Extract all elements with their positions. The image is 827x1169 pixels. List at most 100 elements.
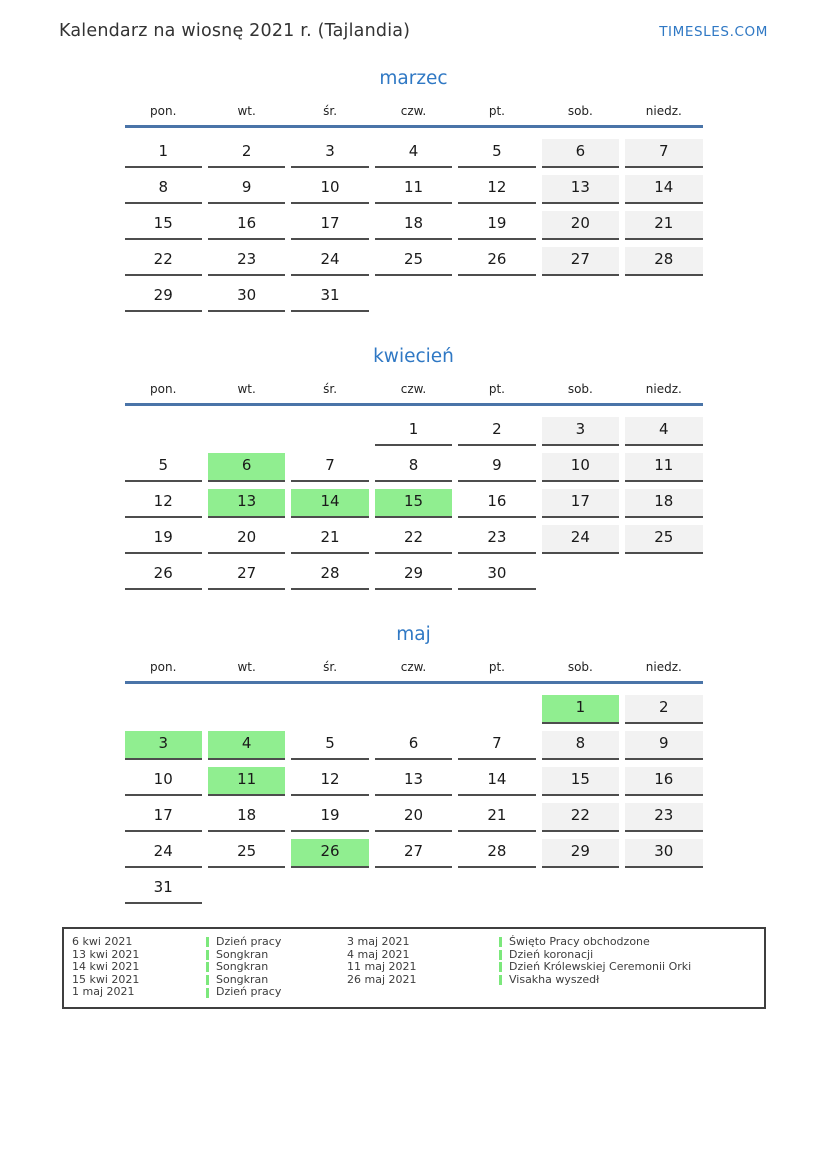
day-cell: 24 <box>541 525 620 554</box>
day-cell: 10 <box>291 175 369 204</box>
legend-date: 4 maj 2021 <box>347 947 410 961</box>
day-cell: 6 <box>374 731 453 760</box>
month-title: maj <box>396 624 431 645</box>
day-cell: 29 <box>374 561 453 590</box>
day-cell: 12 <box>124 489 202 518</box>
day-cell: 2 <box>458 417 536 446</box>
day-cell: 3 <box>291 139 369 168</box>
day-cell: 26 <box>291 839 369 868</box>
legend-label-text: Święto Pracy obchodzone <box>509 935 650 948</box>
day-cell: 28 <box>625 247 703 276</box>
day-cell: 3 <box>124 731 202 760</box>
weekday-header: pt. <box>488 382 505 396</box>
legend-color-bar <box>206 949 209 960</box>
legend-box: 6 kwi 2021 Dzień pracy 13 kwi 2021 Songkran… <box>62 927 766 1009</box>
month-title: kwiecień <box>373 346 454 367</box>
day-cell: 8 <box>124 175 202 204</box>
day-cell: 30 <box>458 561 536 590</box>
legend-label-text: Songkran <box>216 972 269 986</box>
day-cell: 7 <box>625 139 703 168</box>
day-cell: 12 <box>291 767 369 796</box>
day-cell: 19 <box>124 525 202 554</box>
day-cell: 7 <box>458 731 536 760</box>
empty-cell <box>291 695 368 724</box>
legend-color-bar <box>206 937 209 948</box>
site-link[interactable]: TIMESLES.COM <box>659 24 768 40</box>
day-cell: 27 <box>541 247 620 276</box>
day-cell: 9 <box>625 731 703 760</box>
day-cell: 17 <box>541 489 620 518</box>
legend-label: Visakha wyszedł <box>499 973 691 987</box>
day-cell: 28 <box>291 561 369 590</box>
day-cell: 9 <box>207 175 286 204</box>
day-cell: 1 <box>124 139 202 168</box>
weekday-header: pon. <box>150 660 177 674</box>
legend-label: Songkran <box>206 947 347 962</box>
day-cell: 10 <box>124 767 202 796</box>
day-cell: 11 <box>625 453 703 482</box>
weekday-header: czw. <box>400 660 427 674</box>
header-rule <box>124 125 703 128</box>
day-cell: 20 <box>541 211 620 240</box>
day-cell: 16 <box>625 767 703 796</box>
month-section-maj: maj pon. wt. śr. czw. pt. sob. niedz. 1 2 3 4 5 6 7 8 9 1… <box>0 624 827 911</box>
legend-label: Dzień Królewskiej Ceremonii Orki <box>499 961 691 974</box>
weekday-header: niedz. <box>645 660 682 674</box>
day-cell: 23 <box>207 247 286 276</box>
day-cell: 31 <box>291 283 369 312</box>
legend-label-text: Songkran <box>216 947 269 961</box>
day-cell: 21 <box>625 211 703 240</box>
day-cell: 13 <box>207 489 286 518</box>
day-cell: 11 <box>374 175 453 204</box>
month-table: pon. wt. śr. czw. pt. sob. niedz. 1 2 3 4 5 6 7 8 9 10 11… <box>124 104 703 319</box>
weekday-header: śr. <box>323 660 338 674</box>
day-cell: 16 <box>207 211 286 240</box>
weekday-header: sob. <box>567 104 593 118</box>
day-cell: 28 <box>458 839 536 868</box>
legend-color-bar <box>206 962 209 973</box>
day-cell: 15 <box>124 211 202 240</box>
day-cell: 9 <box>458 453 536 482</box>
day-cell: 25 <box>625 525 703 554</box>
day-cell: 12 <box>458 175 536 204</box>
legend-color-bar <box>206 987 209 998</box>
day-cell: 17 <box>291 211 369 240</box>
day-cell: 16 <box>458 489 536 518</box>
legend-color-bar <box>499 949 502 960</box>
empty-cell <box>375 695 452 724</box>
weekday-header: pon. <box>150 382 177 396</box>
page-title: Kalendarz na wiosnę 2021 r. (Tajlandia) <box>59 21 411 41</box>
weekday-header: czw. <box>400 104 427 118</box>
day-cell: 4 <box>374 139 453 168</box>
weekday-header: wt. <box>237 104 256 118</box>
legend-date: 11 maj 2021 <box>347 960 417 974</box>
day-cell: 22 <box>541 803 620 832</box>
legend-date: 1 maj 2021 <box>72 985 135 999</box>
legend-date: 6 kwi 2021 <box>72 935 133 948</box>
day-cell: 6 <box>207 453 286 482</box>
day-cell: 18 <box>625 489 703 518</box>
day-cell: 15 <box>374 489 453 518</box>
legend-label: Święto Pracy obchodzone <box>499 935 691 949</box>
day-cell: 11 <box>207 767 286 796</box>
day-cell: 20 <box>207 525 286 554</box>
weekday-header: pt. <box>488 660 505 674</box>
legend-color-bar <box>499 962 502 973</box>
days-grid: 1 2 3 4 5 6 7 8 9 10 11 12 13 14 15 16 17 18 19 20 21 22 23 24 2… <box>124 417 703 597</box>
day-cell: 30 <box>207 283 286 312</box>
day-cell: 5 <box>291 731 369 760</box>
legend-color-bar <box>206 975 209 986</box>
legend-column: 3 maj 2021 Święto Pracy obchodzone 4 maj 2… <box>347 935 691 987</box>
day-cell: 22 <box>124 247 202 276</box>
day-cell: 26 <box>124 561 202 590</box>
day-cell: 13 <box>541 175 620 204</box>
month-table: pon. wt. śr. czw. pt. sob. niedz. 1 2 3 4 5 6 7 8 9 10 11… <box>124 660 703 911</box>
day-cell: 20 <box>374 803 453 832</box>
day-cell: 8 <box>541 731 620 760</box>
day-cell: 24 <box>291 247 369 276</box>
empty-cell <box>208 417 285 446</box>
day-cell: 17 <box>124 803 202 832</box>
day-cell: 30 <box>625 839 703 868</box>
day-cell: 31 <box>124 875 202 904</box>
weekday-header: wt. <box>237 660 256 674</box>
